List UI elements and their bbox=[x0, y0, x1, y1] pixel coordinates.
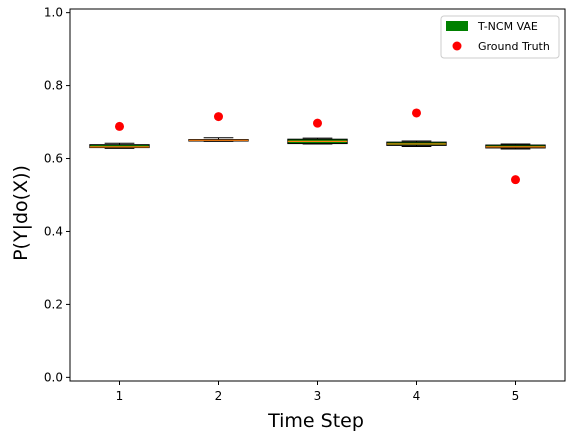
x-axis-label: Time Step bbox=[267, 410, 364, 432]
x-tick-label: 3 bbox=[314, 389, 322, 403]
box-group bbox=[188, 137, 249, 142]
legend-label-t-ncm-vae: T-NCM VAE bbox=[477, 20, 538, 33]
box-group bbox=[89, 142, 150, 149]
ground-truth-point bbox=[412, 108, 421, 118]
x-tick-label: 5 bbox=[512, 389, 520, 403]
legend: T-NCM VAE Ground Truth bbox=[440, 15, 560, 59]
plot-marks bbox=[89, 108, 546, 185]
y-tick-label: 0.2 bbox=[44, 297, 63, 311]
legend-swatch-t-ncm-vae bbox=[446, 21, 468, 31]
ground-truth-point bbox=[214, 112, 223, 122]
x-tick-label: 4 bbox=[413, 389, 421, 403]
ground-truth-point bbox=[313, 118, 322, 128]
legend-swatch-ground-truth bbox=[452, 41, 462, 51]
ground-truth-point bbox=[115, 121, 124, 131]
y-axis-label: P(Y|do(X)) bbox=[10, 165, 32, 261]
y-tick-label: 0.4 bbox=[44, 224, 63, 238]
box-group bbox=[386, 140, 447, 147]
box-group bbox=[287, 137, 348, 145]
y-tick-label: 0.6 bbox=[44, 152, 63, 166]
y-tick-label: 0.8 bbox=[44, 79, 63, 93]
ground-truth-point bbox=[511, 175, 520, 185]
x-axis-ticks: 1 2 3 4 5 bbox=[116, 381, 520, 403]
legend-label-ground-truth: Ground Truth bbox=[478, 40, 550, 53]
box-group bbox=[485, 143, 546, 150]
x-tick-label: 2 bbox=[215, 389, 223, 403]
y-tick-label: 1.0 bbox=[44, 6, 63, 20]
y-tick-label: 0.0 bbox=[44, 370, 63, 384]
x-tick-label: 1 bbox=[116, 389, 124, 403]
legend-frame bbox=[440, 15, 560, 59]
box-body bbox=[89, 144, 150, 149]
y-axis-ticks: 0.0 0.2 0.4 0.6 0.8 1.0 bbox=[44, 6, 70, 384]
